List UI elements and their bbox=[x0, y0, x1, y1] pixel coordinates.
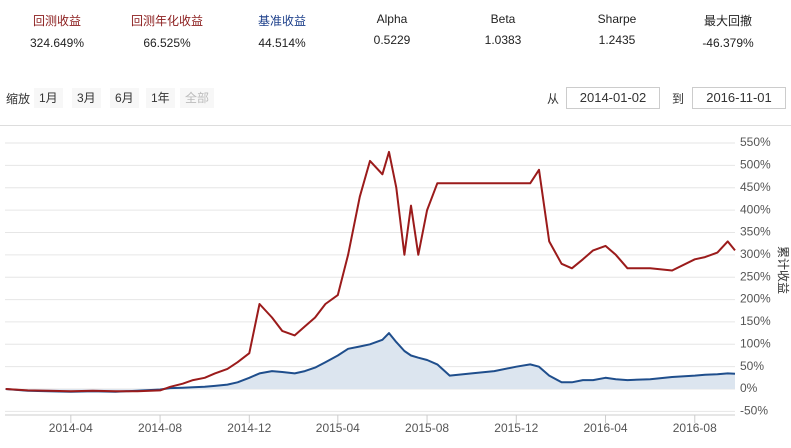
zoom-button[interactable]: 6月 bbox=[110, 88, 139, 108]
stat-label: Beta bbox=[490, 12, 516, 26]
y-tick-label: 0% bbox=[740, 381, 758, 395]
to-label: 到 bbox=[672, 92, 685, 106]
x-tick-label: 2015-12 bbox=[494, 421, 538, 435]
stat: 回测年化收益 66.525% bbox=[112, 12, 222, 50]
stat: 基准收益 44.514% bbox=[227, 12, 337, 50]
stat: 回测收益 324.649% bbox=[2, 12, 112, 50]
benchmark-area bbox=[5, 333, 735, 392]
stat-value: 1.0383 bbox=[484, 33, 522, 47]
x-tick-label: 2014-08 bbox=[138, 421, 182, 435]
y-axis-label: 累计收益 bbox=[776, 246, 790, 294]
y-tick-label: -50% bbox=[740, 404, 768, 418]
y-tick-label: 50% bbox=[740, 359, 764, 373]
x-tick-label: 2016-04 bbox=[584, 421, 628, 435]
from-label: 从 bbox=[547, 92, 560, 106]
zoom-button[interactable]: 1年 bbox=[146, 88, 175, 108]
stat-label: 最大回撤 bbox=[703, 14, 752, 28]
stat: Beta 1.0383 bbox=[448, 12, 558, 47]
y-tick-label: 250% bbox=[740, 269, 771, 283]
stat: Sharpe 1.2435 bbox=[562, 12, 672, 47]
stat-label: Alpha bbox=[376, 12, 408, 26]
y-tick-label: 200% bbox=[740, 292, 771, 306]
to-date-input[interactable]: 2016-11-01 bbox=[692, 87, 786, 109]
stat-value: 1.2435 bbox=[598, 33, 636, 47]
x-tick-label: 2014-12 bbox=[227, 421, 271, 435]
x-tick-label: 2015-04 bbox=[316, 421, 360, 435]
zoom-button[interactable]: 3月 bbox=[72, 88, 101, 108]
chart: 累计收益 -50% 0% 50% 100% 150% 200% 250% 300% 350% 40… bbox=[0, 125, 791, 435]
stat: Alpha 0.5229 bbox=[337, 12, 447, 47]
benchmark-line bbox=[5, 332, 736, 393]
x-tick-label: 2015-08 bbox=[405, 421, 449, 435]
stat-value: 44.514% bbox=[258, 36, 306, 50]
stat-value: 0.5229 bbox=[373, 33, 411, 47]
stat-label: 回测年化收益 bbox=[130, 14, 203, 28]
y-tick-label: 100% bbox=[740, 336, 771, 350]
y-tick-label: 400% bbox=[740, 202, 771, 216]
y-tick-label: 500% bbox=[740, 158, 771, 172]
y-tick-label: 450% bbox=[740, 180, 771, 194]
x-tick-label: 2016-08 bbox=[673, 421, 717, 435]
y-tick-label: 350% bbox=[740, 225, 771, 239]
strategy-line bbox=[5, 150, 736, 393]
stat-label: 基准收益 bbox=[257, 14, 306, 28]
zoom-button[interactable]: 全部 bbox=[180, 88, 215, 108]
zoom-label: 缩放 bbox=[6, 92, 31, 106]
stat-label: 回测收益 bbox=[32, 14, 81, 28]
y-tick-label: 150% bbox=[740, 314, 771, 328]
y-tick-label: 300% bbox=[740, 247, 771, 261]
stat-label: Sharpe bbox=[597, 12, 637, 26]
y-tick-label: 550% bbox=[740, 135, 771, 149]
stat-value: -46.379% bbox=[702, 36, 754, 50]
from-date-input[interactable]: 2014-01-02 bbox=[566, 87, 660, 109]
x-tick-label: 2014-04 bbox=[49, 421, 93, 435]
stat-value: 324.649% bbox=[29, 36, 85, 50]
stat-value: 66.525% bbox=[143, 36, 191, 50]
zoom-button[interactable]: 1月 bbox=[34, 88, 63, 108]
stat: 最大回撤 -46.379% bbox=[673, 12, 783, 50]
